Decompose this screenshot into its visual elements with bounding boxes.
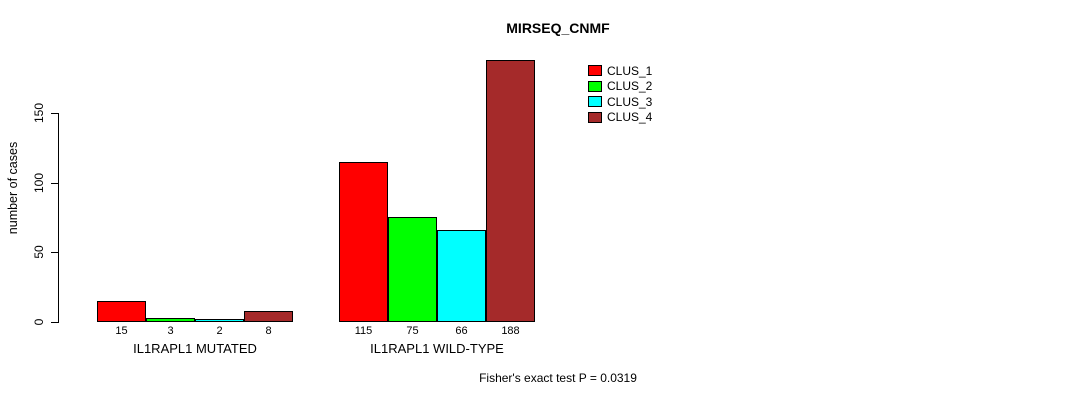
category-label: IL1RAPL1 WILD-TYPE <box>370 341 504 356</box>
y-axis-line <box>58 113 59 323</box>
y-axis-tick <box>51 113 58 114</box>
y-axis-tick <box>51 252 58 253</box>
legend-label: CLUS_1 <box>607 63 653 78</box>
legend-label: CLUS_2 <box>607 79 653 94</box>
bar-clus_1-group2 <box>339 162 388 322</box>
y-axis-tick-label: 50 <box>32 245 46 259</box>
bar-value-label: 8 <box>265 325 272 337</box>
bar-clus_3-group2 <box>437 230 486 322</box>
legend-item-clus_3: CLUS_3 <box>588 94 652 110</box>
legend-swatch-clus_1 <box>588 65 602 77</box>
bar-clus_2-group2 <box>388 217 437 322</box>
bar-clus_4-group1 <box>244 311 293 322</box>
legend-swatch-clus_2 <box>588 80 602 92</box>
legend-label: CLUS_4 <box>607 110 653 125</box>
bar-value-label: 75 <box>406 325 419 337</box>
legend-swatch-clus_4 <box>588 111 602 123</box>
bar-value-label: 115 <box>354 325 373 337</box>
bar-value-label: 15 <box>115 325 128 337</box>
bar-clus_3-group1 <box>195 319 244 322</box>
y-axis-tick-label: 150 <box>32 102 46 124</box>
legend: CLUS_1 CLUS_2 CLUS_3 CLUS_4 <box>588 63 652 125</box>
legend-item-clus_2: CLUS_2 <box>588 79 652 95</box>
category-label: IL1RAPL1 MUTATED <box>133 341 257 356</box>
chart-title: MIRSEQ_CNMF <box>506 20 610 36</box>
y-axis-label: number of cases <box>6 141 20 235</box>
bar-value-label: 66 <box>455 325 468 337</box>
y-axis-tick-label: 0 <box>32 318 46 326</box>
legend-swatch-clus_3 <box>588 96 602 108</box>
bar-clus_2-group1 <box>146 318 195 322</box>
legend-item-clus_1: CLUS_1 <box>588 63 652 79</box>
bar-clus_1-group1 <box>97 301 146 322</box>
annotation-fisher-test: Fisher's exact test P = 0.0319 <box>479 371 637 385</box>
y-axis-tick <box>51 322 58 323</box>
bar-value-label: 3 <box>167 325 174 337</box>
bar-value-label: 2 <box>216 325 223 337</box>
bar-value-label: 188 <box>501 325 520 337</box>
y-axis-tick <box>51 183 58 184</box>
bar-clus_4-group2 <box>486 60 535 322</box>
legend-label: CLUS_3 <box>607 94 653 109</box>
legend-item-clus_4: CLUS_4 <box>588 110 652 126</box>
y-axis-tick-label: 100 <box>32 172 46 194</box>
